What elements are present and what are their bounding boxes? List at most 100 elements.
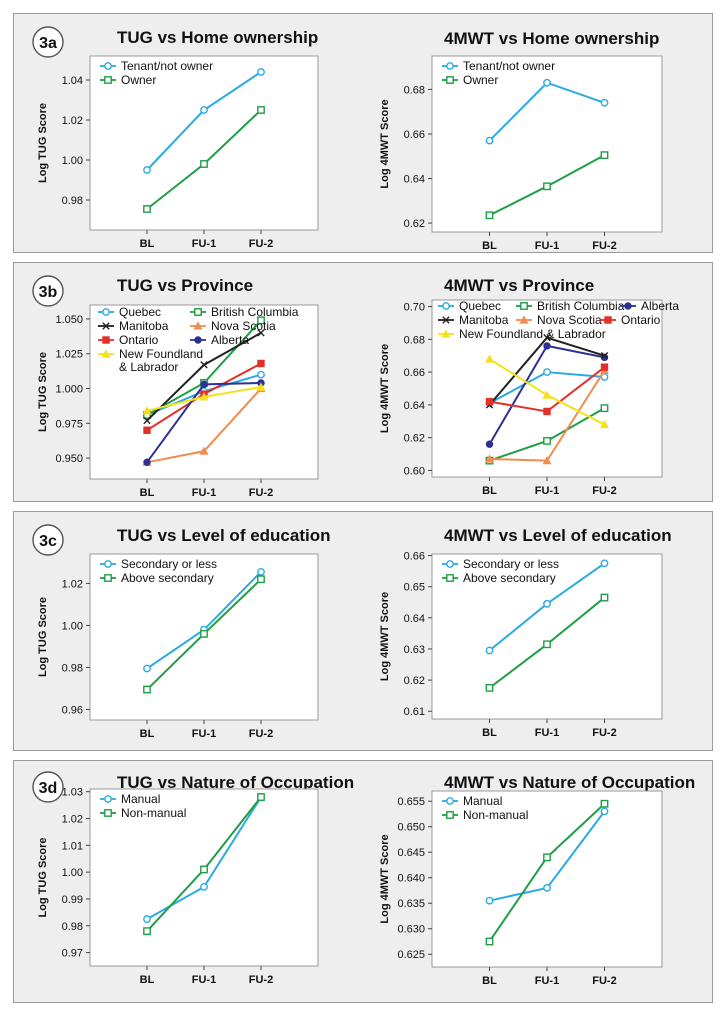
panel-3a-graphics: 3a TUG vs Home ownership 0.98 1.00 1.02 1.04 B… bbox=[32, 26, 663, 252]
y-tick-label: 1.04 bbox=[62, 75, 83, 87]
legend-label: Tenant/not owner bbox=[463, 59, 555, 73]
legend-marker bbox=[102, 308, 110, 316]
y-tick-label: 0.66 bbox=[404, 551, 425, 563]
chart-title: 4MWT vs Province bbox=[444, 276, 594, 295]
data-point bbox=[543, 884, 551, 892]
x-tick-label: FU-1 bbox=[535, 727, 559, 739]
panel-3d-graphics: 3d TUG vs Nature of Occupation 0.97 0.98 0.9… bbox=[32, 771, 695, 987]
legend-marker bbox=[104, 795, 112, 803]
legend-label: Ontario bbox=[119, 333, 159, 347]
data-point bbox=[543, 342, 551, 350]
legend-item-new-foundland-labrador: New Foundland& Labrador bbox=[98, 347, 203, 374]
y-tick-label: 1.000 bbox=[55, 384, 83, 396]
legend-marker bbox=[104, 76, 112, 84]
y-tick-label: 0.99 bbox=[62, 894, 83, 906]
data-point bbox=[485, 896, 494, 905]
y-tick-label: 0.98 bbox=[62, 921, 83, 933]
chart-title: TUG vs Nature of Occupation bbox=[117, 773, 354, 792]
legend-label: Non-manual bbox=[463, 808, 528, 822]
chart-tug-vs-nature-of-occupation: TUG vs Nature of Occupation 0.97 0.98 0.99 1… bbox=[37, 773, 354, 986]
legend-item-british-columbia: British Columbia bbox=[516, 299, 625, 313]
panel-3d: 3d TUG vs Nature of Occupation 0.97 0.98 0.9… bbox=[13, 760, 713, 1003]
chart-title: 4MWT vs Level of education bbox=[444, 526, 672, 545]
y-tick-label: 0.96 bbox=[62, 704, 83, 716]
panel-label: 3c bbox=[39, 533, 57, 550]
x-tick-label: FU-2 bbox=[249, 487, 273, 499]
data-point bbox=[600, 404, 609, 413]
data-point bbox=[143, 205, 151, 213]
x-tick-label: FU-2 bbox=[592, 240, 616, 252]
data-point bbox=[257, 575, 265, 584]
legend-marker bbox=[194, 336, 202, 344]
legend-item-ontario: Ontario bbox=[600, 313, 661, 327]
legend-item-nova-scotia: Nova Scotia bbox=[516, 313, 602, 327]
legend-marker bbox=[446, 62, 454, 70]
legend-item-manitoba: Manitoba bbox=[438, 313, 509, 327]
y-tick-label: 0.98 bbox=[62, 195, 83, 207]
y-tick-label: 1.050 bbox=[55, 314, 83, 326]
legend-marker bbox=[193, 321, 203, 330]
legend-marker bbox=[446, 76, 454, 84]
legend-label: British Columbia bbox=[537, 299, 625, 313]
series-new-foundland-labrador bbox=[485, 354, 609, 429]
chart-4mwt-vs-nature-of-occupation: 4MWT vs Nature of Occupation 0.625 0.630 0.… bbox=[379, 773, 695, 987]
legend-item-tenant-not-owner: Tenant/not owner bbox=[100, 59, 213, 73]
chart-4mwt-vs-province: 4MWT vs Province 0.60 0.62 0.64 0.66 0.68 0.70… bbox=[379, 276, 679, 497]
legend-label: Non-manual bbox=[121, 806, 186, 820]
data-point bbox=[143, 426, 151, 434]
y-axis-label: Log TUG Score bbox=[37, 352, 49, 432]
data-point bbox=[200, 106, 208, 114]
legend-item-quebec: Quebec bbox=[98, 305, 161, 319]
legend-label: Manual bbox=[121, 792, 160, 806]
x-tick-label: BL bbox=[140, 487, 155, 499]
data-point bbox=[543, 78, 551, 87]
legend-item-non-manual: Non-manual bbox=[100, 806, 186, 820]
y-tick-label: 0.62 bbox=[404, 675, 425, 687]
legend-item-owner: Owner bbox=[100, 73, 156, 87]
y-tick-label: 0.97 bbox=[62, 948, 83, 960]
y-axis-label: Log 4MWT Score bbox=[379, 592, 391, 681]
series-secondary-or-less bbox=[485, 559, 609, 655]
data-point bbox=[543, 640, 551, 649]
legend-label: Manitoba bbox=[119, 319, 169, 333]
panel-label-circle bbox=[32, 275, 64, 307]
legend-marker bbox=[442, 316, 450, 324]
y-tick-label: 0.68 bbox=[404, 84, 425, 96]
y-tick-label: 0.66 bbox=[404, 367, 425, 379]
series-manual bbox=[485, 807, 609, 905]
legend-marker bbox=[102, 322, 110, 330]
series-new-foundland-labrador bbox=[142, 382, 266, 415]
legend-item-tenant-not-owner: Tenant/not owner bbox=[442, 59, 555, 73]
legend-marker bbox=[446, 560, 454, 568]
legend-label: Quebec bbox=[119, 305, 161, 319]
data-point bbox=[200, 160, 208, 168]
legend-item-manual: Manual bbox=[442, 794, 502, 808]
data-point bbox=[143, 416, 151, 425]
legend-marker bbox=[101, 349, 111, 358]
legend-label: Secondary or less bbox=[463, 557, 559, 571]
panel-label-badge: 3b bbox=[32, 275, 64, 307]
x-tick-label: BL bbox=[140, 238, 155, 250]
x-tick-label: BL bbox=[482, 975, 497, 987]
x-tick-label: FU-2 bbox=[592, 727, 616, 739]
legend-label: Ontario bbox=[621, 313, 661, 327]
panel-label-circle bbox=[32, 771, 64, 803]
legend-item-british-columbia: British Columbia bbox=[190, 305, 299, 319]
data-point bbox=[200, 629, 208, 638]
legend-marker bbox=[446, 811, 454, 819]
legend-item-secondary-or-less: Secondary or less bbox=[442, 557, 559, 571]
legend-item-alberta: Alberta bbox=[190, 333, 249, 347]
y-tick-label: 0.630 bbox=[397, 924, 425, 936]
series-tenant-not-owner bbox=[485, 78, 609, 145]
x-tick-label: FU-2 bbox=[249, 728, 273, 740]
plot-area bbox=[431, 299, 663, 478]
panel-label-badge: 3a bbox=[32, 26, 64, 58]
data-point bbox=[543, 333, 551, 342]
data-point bbox=[257, 359, 265, 368]
series-ontario bbox=[485, 363, 609, 416]
x-tick-label: FU-1 bbox=[535, 240, 559, 252]
chart-tug-vs-province: TUG vs Province 0.950 0.975 1.000 1.025 1.050… bbox=[37, 276, 319, 499]
